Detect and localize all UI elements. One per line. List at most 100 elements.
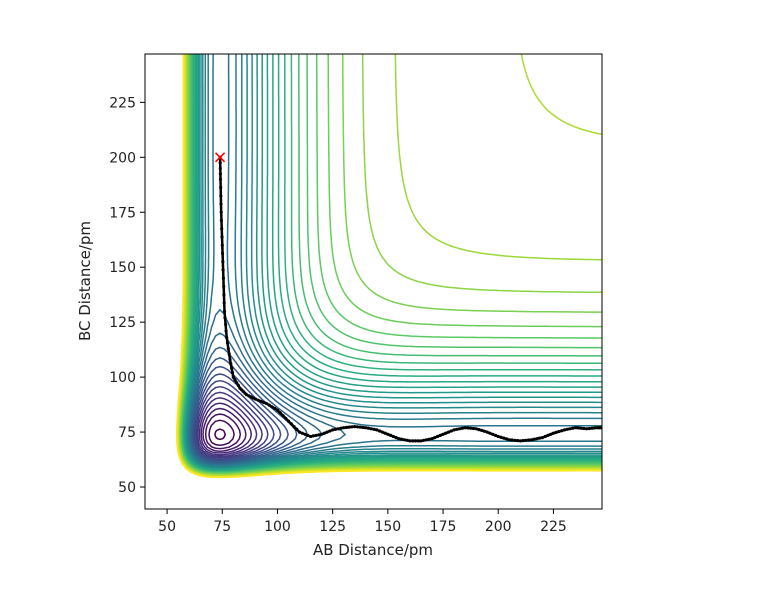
trajectory-point — [218, 161, 222, 165]
trajectory-point — [485, 430, 489, 434]
trajectory-point — [565, 427, 569, 431]
trajectory-point — [419, 439, 423, 443]
trajectory-point — [226, 346, 230, 351]
trajectory-point — [568, 427, 572, 431]
trajectory-point — [222, 309, 227, 313]
trajectory-point — [333, 427, 337, 431]
x-tick-label: 225 — [540, 519, 567, 535]
trajectory-point — [482, 429, 486, 433]
plot-frame — [144, 53, 603, 510]
trajectory-point — [535, 437, 539, 441]
contour-line — [200, 402, 253, 454]
trajectory-point — [219, 210, 223, 214]
trajectory-point — [397, 437, 401, 441]
trajectory-point — [253, 397, 257, 401]
trajectory-point — [369, 427, 373, 431]
x-axis-ticks: 50 75 100 125 150 175 200 225 — [158, 509, 567, 535]
contour-line — [197, 391, 263, 458]
trajectory-point — [366, 426, 371, 430]
contour-line — [194, 379, 275, 460]
trajectory-point — [264, 401, 268, 406]
trajectory-point — [235, 381, 239, 385]
trajectory-point — [408, 439, 412, 443]
contour-line — [188, 308, 346, 466]
trajectory-point — [344, 425, 349, 429]
y-tick-label: 175 — [109, 205, 136, 221]
trajectory-point — [222, 284, 226, 288]
trajectory-point — [543, 434, 547, 439]
trajectory-point — [510, 438, 514, 442]
trajectory-point — [364, 426, 368, 430]
contour-line — [208, 419, 235, 447]
trajectory-point — [433, 436, 437, 440]
trajectory-point — [236, 383, 240, 387]
y-tick-label: 100 — [109, 370, 136, 386]
trajectory-point — [491, 432, 495, 436]
trajectory-point — [560, 429, 564, 433]
trajectory-point — [325, 430, 329, 434]
trajectory-point — [504, 437, 509, 441]
trajectory-point — [441, 432, 445, 436]
trajectory-point — [579, 426, 583, 430]
trajectory-point — [219, 194, 223, 198]
trajectory-point — [267, 403, 271, 407]
trajectory-point — [394, 436, 398, 440]
trajectory-point — [231, 375, 235, 379]
trajectory-point — [521, 439, 525, 443]
y-tick-label: 125 — [109, 315, 136, 331]
trajectory-point — [493, 433, 498, 437]
trajectory-point — [422, 438, 426, 442]
trajectory-point — [219, 185, 223, 190]
x-tick-label: 50 — [158, 519, 176, 535]
contour-line — [195, 385, 269, 459]
trajectory-point — [538, 436, 542, 440]
trajectory-point — [331, 428, 335, 432]
trajectory-point — [300, 431, 304, 435]
trajectory-point — [223, 316, 227, 320]
trajectory-point — [488, 431, 492, 435]
trajectory-point — [438, 433, 442, 437]
trajectory-point — [477, 428, 481, 432]
y-tick-label: 225 — [109, 95, 136, 111]
trajectory-point — [587, 426, 591, 431]
x-tick-label: 125 — [319, 519, 346, 535]
trajectory-point — [524, 438, 528, 442]
x-tick-label: 150 — [374, 519, 401, 535]
trajectory-point — [463, 426, 467, 430]
trajectory-point — [230, 371, 235, 375]
trajectory-point — [402, 438, 406, 442]
trajectory-point — [471, 426, 475, 431]
contour-line — [214, 428, 227, 441]
trajectory-point — [361, 425, 365, 429]
trajectory-point — [225, 336, 229, 340]
trajectory-point — [358, 425, 362, 429]
contour-line — [204, 413, 242, 450]
trajectory-point — [447, 430, 451, 434]
trajectory-point — [413, 439, 417, 443]
trajectory-point — [284, 416, 288, 420]
trajectory-point — [416, 439, 420, 443]
contour-line — [175, 54, 602, 479]
x-tick-label: 75 — [213, 519, 231, 535]
trajectory-point — [222, 301, 226, 305]
trajectory-layer — [214, 152, 602, 443]
contour-line — [202, 407, 247, 452]
trajectory-point — [220, 235, 224, 239]
trajectory-point — [219, 218, 223, 223]
trajectory-point — [225, 341, 230, 345]
trajectory-point — [220, 243, 224, 247]
contour-line — [192, 365, 289, 462]
trajectory-point — [322, 431, 326, 435]
trajectory-point — [593, 426, 597, 430]
trajectory-point — [221, 268, 225, 272]
trajectory-point — [289, 422, 293, 426]
trajectory-point — [554, 430, 558, 434]
contour-line — [190, 346, 309, 464]
trajectory-point — [328, 429, 332, 433]
trajectory-point — [218, 177, 223, 181]
trajectory-point — [339, 426, 343, 430]
y-tick-label: 50 — [118, 480, 136, 496]
x-tick-label: 100 — [264, 519, 291, 535]
trajectory-point — [458, 427, 462, 431]
